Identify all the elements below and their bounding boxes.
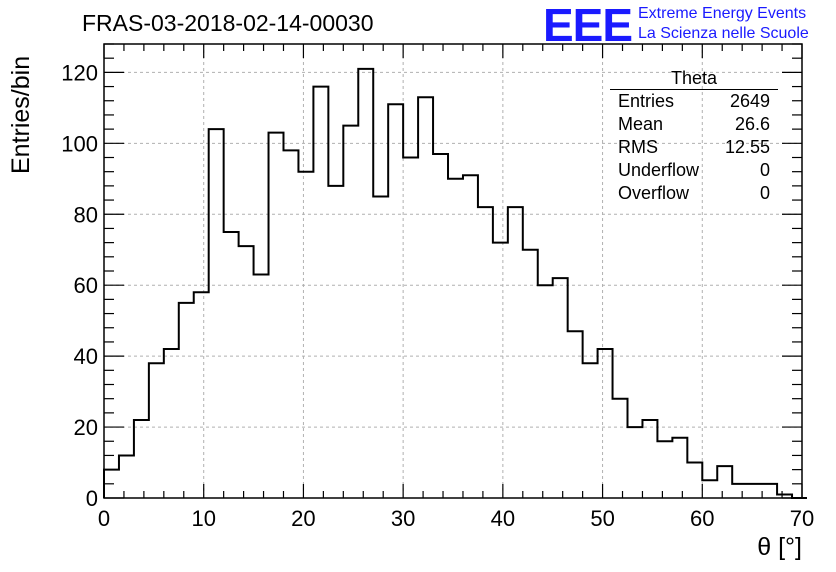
histogram-bin [418,97,433,498]
chart-title: FRAS-03-2018-02-14-00030 [82,10,374,36]
histogram-bin [493,243,508,498]
histogram-bin [747,484,762,498]
logo-line-1: Extreme Energy Events [638,5,807,22]
histogram-bin [508,207,523,498]
histogram-bin [433,154,448,498]
histogram-bin [373,197,388,498]
histogram-bin [149,363,164,498]
histogram-bin [538,285,553,498]
histogram-bin [134,420,149,498]
x-tick-label: 20 [291,506,315,531]
stats-value: 26.6 [734,114,770,134]
histogram-bin [613,399,628,498]
stats-label: Entries [618,91,675,111]
histogram-bin [403,158,418,499]
histogram-bin [672,438,687,498]
histogram-bin [762,484,777,498]
y-tick-label: 40 [74,344,98,369]
stats-row-mean: Mean 26.6 [610,113,778,136]
histogram-bin [239,246,254,498]
histogram-bin [732,484,747,498]
stats-label: Mean [618,114,664,134]
y-tick-label: 0 [86,486,98,511]
histogram-bin [598,349,613,498]
histogram-bin [553,278,568,498]
histogram-bin [328,186,343,498]
stats-box: Theta Entries 2649 Mean 26.6 RMS 12.55 U… [610,68,778,205]
histogram-bin [448,179,463,498]
histogram-bin [657,441,672,498]
histogram-bin [313,87,328,498]
stats-label: Overflow [618,183,690,203]
histogram-bin [164,349,179,498]
histogram-bin [717,466,732,498]
stats-value: 2649 [729,91,770,111]
x-tick-label: 0 [98,506,110,531]
histogram-bin [269,133,284,498]
histogram-bin [583,363,598,498]
x-tick-label: 70 [790,506,814,531]
histogram-bin [463,175,478,498]
x-tick-label: 60 [690,506,714,531]
x-tick-label: 40 [491,506,515,531]
histogram-bin [628,427,643,498]
stats-row-entries: Entries 2649 [610,90,778,113]
y-tick-label: 60 [74,273,98,298]
stats-row-rms: RMS 12.55 [610,136,778,159]
histogram-bin [224,232,239,498]
stats-row-underflow: Underflow 0 [610,159,778,182]
x-tick-label: 50 [590,506,614,531]
histogram-bin [254,275,269,498]
stats-title: Theta [610,68,778,90]
histogram-bin [298,172,313,498]
histogram-bin [523,250,538,498]
y-tick-label: 120 [61,60,98,85]
histogram-bin [119,455,134,498]
histogram-bin [478,207,493,498]
y-tick-label: 20 [74,415,98,440]
histogram-bin [702,480,717,498]
x-tick-label: 30 [391,506,415,531]
histogram-bin [568,331,583,498]
stats-label: Underflow [618,160,700,180]
histogram-bin [343,126,358,498]
stats-label: RMS [618,137,658,157]
eee-logo: EEE [543,0,633,51]
histogram-bin [358,69,373,498]
x-axis-label: θ [°] [757,533,802,561]
logo-line-2: La Scienza nelle Scuole [638,25,809,42]
histogram-bin [642,420,657,498]
y-axis-label: Entries/bin [7,55,35,174]
histogram-bin [209,129,224,498]
x-tick-label: 10 [191,506,215,531]
histogram-bin [388,104,403,498]
stats-value: 0 [759,183,770,203]
stats-value: 0 [759,160,770,180]
stats-row-overflow: Overflow 0 [610,182,778,205]
histogram-bin [194,292,209,498]
stats-value: 12.55 [724,137,770,157]
y-tick-label: 100 [61,131,98,156]
y-tick-label: 80 [74,202,98,227]
histogram-outline [103,67,807,499]
histogram-bin [283,150,298,498]
histogram-bin [687,463,702,498]
histogram-bin [179,303,194,498]
